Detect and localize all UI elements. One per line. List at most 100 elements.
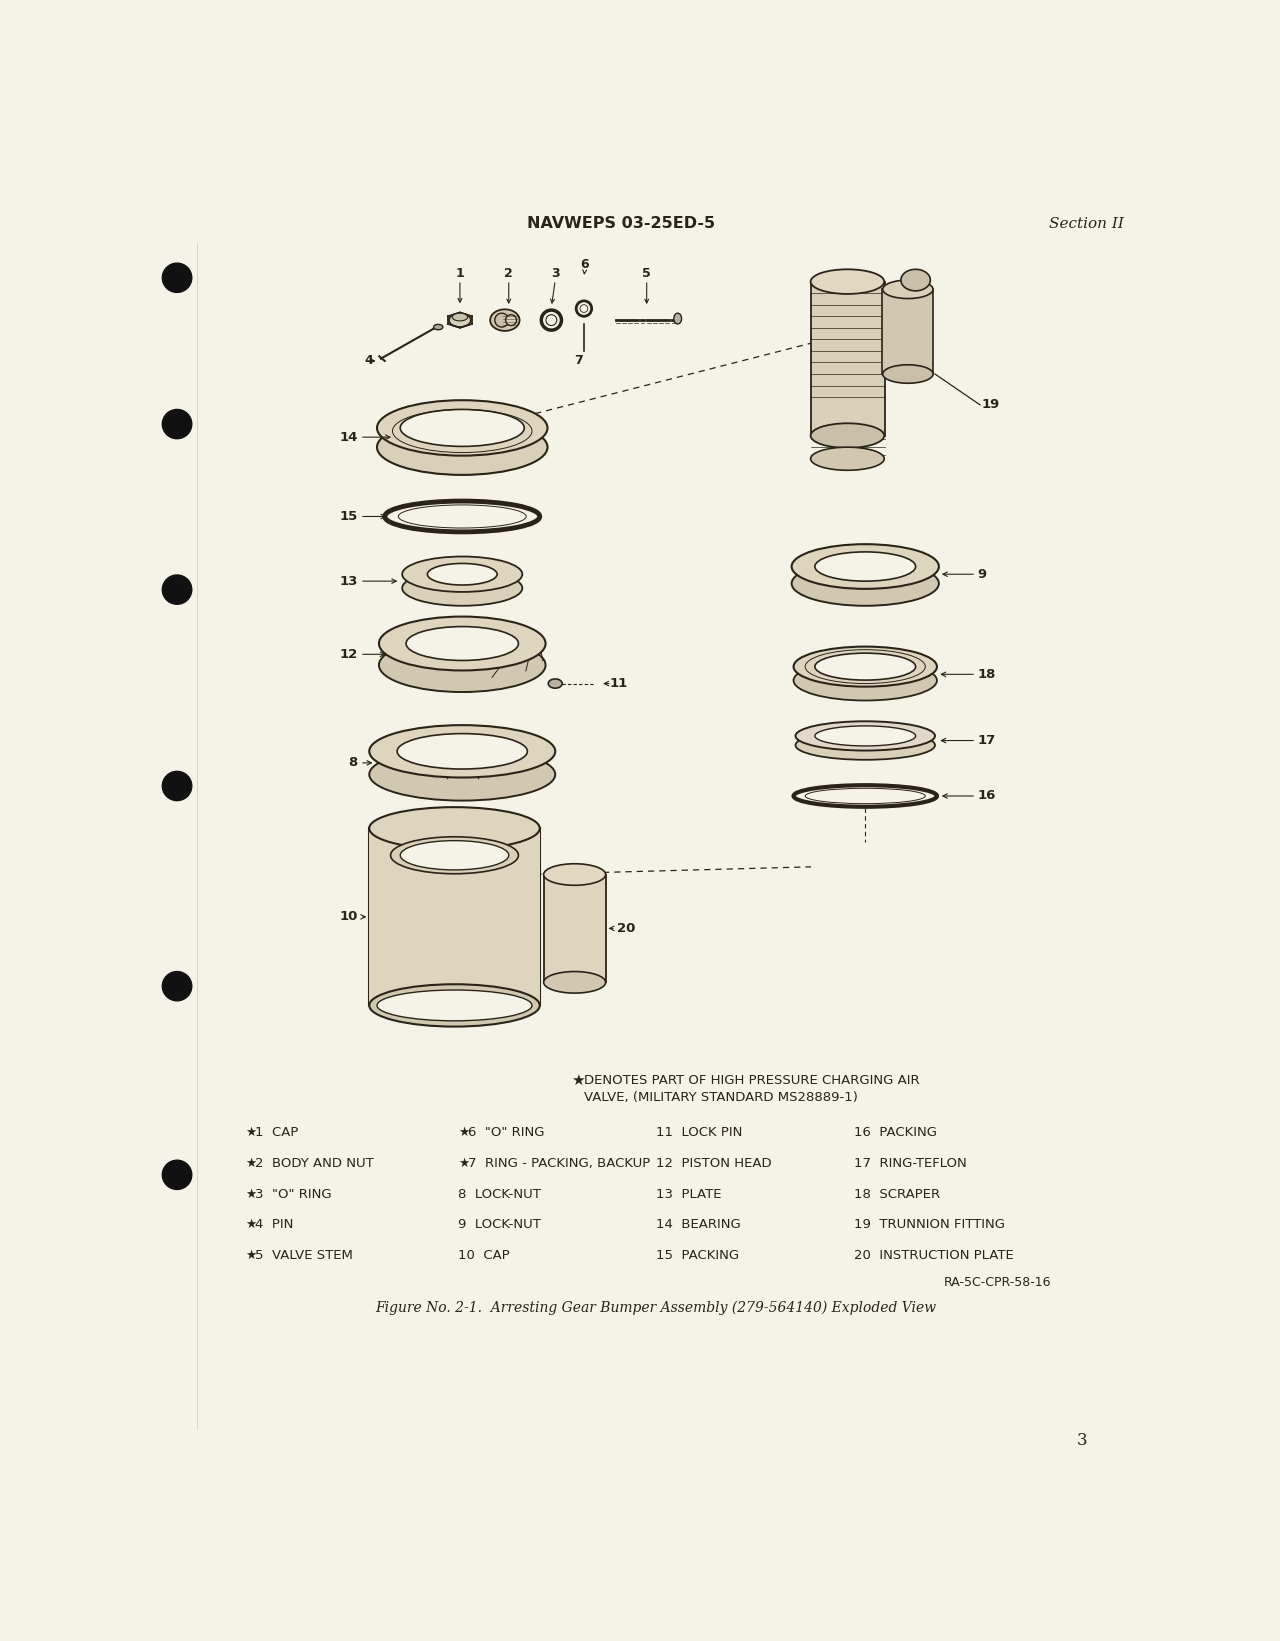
Ellipse shape [490, 310, 520, 331]
Text: 6  "O" RING: 6 "O" RING [467, 1126, 544, 1139]
Circle shape [163, 574, 192, 604]
Ellipse shape [378, 990, 532, 1021]
Text: NAVWEPS 03-25ED-5: NAVWEPS 03-25ED-5 [527, 217, 716, 231]
Bar [882, 289, 933, 374]
Circle shape [163, 971, 192, 1001]
Text: 3  "O" RING: 3 "O" RING [255, 1188, 332, 1201]
Ellipse shape [810, 269, 884, 294]
Text: 3: 3 [1076, 1433, 1088, 1449]
Text: DENOTES PART OF HIGH PRESSURE CHARGING AIR: DENOTES PART OF HIGH PRESSURE CHARGING A… [584, 1075, 919, 1088]
Ellipse shape [883, 281, 933, 299]
Text: ★: ★ [458, 1157, 470, 1170]
Ellipse shape [544, 863, 605, 884]
Text: 1: 1 [456, 267, 465, 281]
Text: 16: 16 [978, 789, 996, 802]
Text: 15  PACKING: 15 PACKING [657, 1249, 739, 1262]
Ellipse shape [506, 315, 517, 325]
Text: ★: ★ [246, 1157, 256, 1170]
Ellipse shape [794, 647, 937, 686]
Ellipse shape [495, 313, 508, 327]
Ellipse shape [402, 556, 522, 592]
Ellipse shape [791, 545, 938, 589]
Text: 19  TRUNNION FITTING: 19 TRUNNION FITTING [854, 1218, 1005, 1231]
Ellipse shape [390, 837, 518, 873]
Ellipse shape [401, 840, 508, 870]
Text: 8: 8 [348, 757, 357, 770]
Text: 9  LOCK-NUT: 9 LOCK-NUT [458, 1218, 541, 1231]
Text: VALVE, (MILITARY STANDARD MS28889-1): VALVE, (MILITARY STANDARD MS28889-1) [584, 1091, 858, 1104]
Text: 5: 5 [643, 267, 652, 281]
Ellipse shape [580, 305, 588, 312]
Ellipse shape [378, 400, 548, 456]
Text: 8  LOCK-NUT: 8 LOCK-NUT [458, 1188, 541, 1201]
Ellipse shape [369, 985, 540, 1027]
Ellipse shape [369, 807, 540, 850]
Ellipse shape [673, 313, 681, 323]
Text: ★: ★ [246, 1188, 256, 1201]
Ellipse shape [378, 420, 548, 474]
Text: 2  BODY AND NUT: 2 BODY AND NUT [255, 1157, 374, 1170]
Text: 13: 13 [339, 574, 357, 587]
Text: ★: ★ [246, 1126, 256, 1139]
Text: 15: 15 [339, 510, 357, 523]
Ellipse shape [794, 784, 937, 807]
Text: ★: ★ [571, 1073, 585, 1088]
Text: 6: 6 [580, 258, 589, 271]
Ellipse shape [397, 734, 527, 770]
Ellipse shape [379, 617, 545, 671]
Text: 11: 11 [609, 678, 627, 691]
Bar [812, 282, 884, 435]
Text: 4  PIN: 4 PIN [255, 1218, 293, 1231]
Ellipse shape [548, 679, 562, 688]
Text: 12  PISTON HEAD: 12 PISTON HEAD [657, 1157, 772, 1170]
Ellipse shape [369, 725, 556, 778]
Text: 16  PACKING: 16 PACKING [854, 1126, 937, 1139]
Circle shape [163, 1160, 192, 1190]
Text: 18  SCRAPER: 18 SCRAPER [854, 1188, 940, 1201]
Text: 20: 20 [617, 922, 636, 935]
Circle shape [163, 263, 192, 292]
Text: ★: ★ [246, 1218, 256, 1231]
Ellipse shape [805, 788, 925, 804]
Ellipse shape [815, 551, 915, 581]
Text: 14  BEARING: 14 BEARING [657, 1218, 741, 1231]
Text: 12: 12 [339, 648, 357, 661]
Text: 9: 9 [978, 568, 987, 581]
Text: 17: 17 [978, 734, 996, 747]
Ellipse shape [794, 660, 937, 701]
Ellipse shape [815, 725, 915, 747]
Text: 4: 4 [365, 354, 374, 368]
Ellipse shape [795, 730, 934, 760]
Circle shape [163, 410, 192, 438]
Ellipse shape [428, 563, 497, 584]
Ellipse shape [576, 300, 591, 317]
Text: 18: 18 [978, 668, 996, 681]
Bar [369, 830, 540, 1006]
Ellipse shape [434, 325, 443, 330]
Ellipse shape [401, 410, 525, 446]
Ellipse shape [541, 310, 562, 330]
Text: ★: ★ [246, 1249, 256, 1262]
Text: RA-5C-CPR-58-16: RA-5C-CPR-58-16 [943, 1277, 1051, 1290]
Ellipse shape [398, 505, 526, 528]
Text: 10: 10 [339, 911, 357, 924]
Ellipse shape [901, 269, 931, 290]
Ellipse shape [369, 748, 556, 801]
Text: 7  RING - PACKING, BACKUP: 7 RING - PACKING, BACKUP [467, 1157, 650, 1170]
Ellipse shape [406, 627, 518, 660]
Ellipse shape [810, 446, 884, 471]
Text: 14: 14 [339, 430, 357, 443]
Ellipse shape [547, 315, 557, 325]
Ellipse shape [883, 364, 933, 384]
Text: ★: ★ [458, 1126, 470, 1139]
Ellipse shape [452, 313, 467, 322]
Ellipse shape [815, 653, 915, 679]
Text: 5  VALVE STEM: 5 VALVE STEM [255, 1249, 352, 1262]
Text: 10  CAP: 10 CAP [458, 1249, 511, 1262]
Ellipse shape [385, 501, 540, 532]
Ellipse shape [791, 561, 938, 606]
Text: 17  RING-TEFLON: 17 RING-TEFLON [854, 1157, 966, 1170]
Ellipse shape [544, 971, 605, 993]
Text: 13  PLATE: 13 PLATE [657, 1188, 722, 1201]
Ellipse shape [379, 638, 545, 693]
